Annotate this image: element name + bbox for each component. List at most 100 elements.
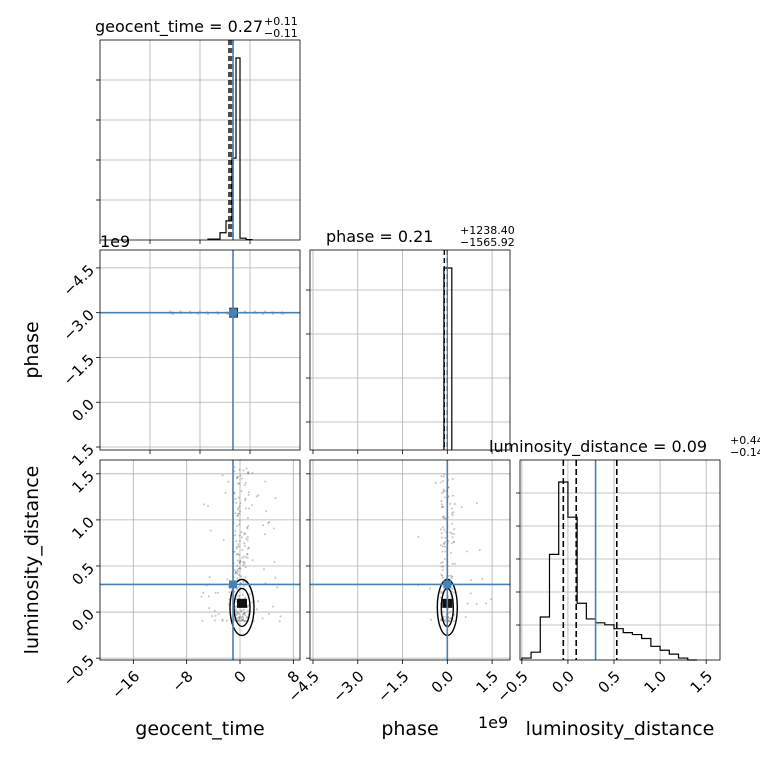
scatter-ld-vs-phase-point [440, 565, 443, 568]
scatter-ld-vs-phase-point [443, 517, 446, 520]
scatter-ld-vs-geocent-time-point [238, 617, 241, 620]
scatter-ld-vs-phase-point [453, 591, 456, 594]
scatter-ld-vs-geocent-time-point [237, 545, 240, 548]
scatter-ld-vs-geocent-time-point [261, 617, 264, 620]
scatter-ld-vs-geocent-time-point [239, 502, 242, 505]
scatter-ld-vs-geocent-time-contour-outer [229, 578, 255, 637]
scatter-ld-vs-geocent-time-frame [99, 459, 301, 661]
scatter-ld-vs-phase-point [439, 596, 442, 599]
scatter-ld-vs-geocent-time-point [235, 608, 238, 611]
scatter-phase-vs-geocent-time-point [169, 310, 171, 313]
scatter-ld-vs-geocent-time-point [234, 571, 237, 574]
scatter-ld-vs-phase-point [465, 550, 468, 553]
scatter-ld-vs-phase-point [449, 610, 452, 613]
scatter-ld-vs-phase-point [452, 540, 455, 543]
xlabel-luminosity-distance: luminosity_distance [526, 718, 715, 740]
scatter-ld-vs-geocent-time-point [241, 615, 244, 618]
scatter-ld-vs-geocent-time-point [240, 616, 243, 619]
scatter-ld-vs-geocent-time-point [239, 560, 242, 563]
scatter-ld-vs-geocent-time-point [247, 524, 250, 527]
scatter-ld-vs-geocent-time-point [237, 508, 240, 511]
scatter-ld-vs-phase-point [441, 526, 444, 529]
hist-geocent-time [100, 40, 300, 240]
scatter-ld-vs-geocent-time-point [234, 534, 237, 537]
title-phase-sub: −1565.92 [460, 236, 515, 249]
scatter-ld-vs-phase-point [475, 603, 478, 606]
scatter-ld-vs-phase-point [417, 535, 420, 538]
scatter-ld-vs-geocent-time-point [244, 566, 247, 569]
scatter-ld-vs-geocent-time-point [238, 573, 241, 576]
scatter-phase-vs-geocent-time-point [172, 313, 174, 315]
scatter-ld-vs-phase-point [449, 552, 452, 555]
title-geocent-time-sub: −0.11 [264, 27, 298, 40]
xlabel-phase: phase [381, 718, 438, 740]
scatter-ld-vs-phase-point [453, 533, 456, 536]
offset-label-phase-x: 1e9 [478, 713, 508, 732]
scatter-ld-vs-geocent-time-point [240, 531, 243, 534]
scatter-ld-vs-geocent-time-point [247, 491, 250, 494]
scatter-ld-vs-phase-point [440, 475, 443, 478]
scatter-ld-vs-geocent-time-contour-inner [233, 587, 251, 628]
scatter-ld-vs-phase-point [439, 528, 442, 531]
ytick-label-phase: −3.0 [60, 306, 98, 344]
scatter-ld-vs-phase-point [485, 602, 488, 605]
scatter-ld-vs-geocent-time-point [237, 586, 240, 589]
scatter-ld-vs-geocent-time-point [242, 613, 245, 616]
scatter-ld-vs-geocent-time-point [237, 619, 240, 622]
scatter-ld-vs-phase-point [453, 540, 456, 543]
scatter-ld-vs-geocent-time-point [234, 572, 237, 575]
scatter-ld-vs-phase-point [440, 562, 443, 565]
scatter-ld-vs-phase-point [443, 473, 446, 476]
scatter-ld-vs-geocent-time-point [233, 550, 236, 553]
scatter-ld-vs-phase-point [442, 610, 445, 613]
ylabel-phase: phase [21, 321, 43, 378]
scatter-ld-vs-phase-point [449, 502, 452, 505]
scatter-ld-vs-geocent-time-point [226, 578, 229, 581]
scatter-ld-vs-phase-point [451, 477, 454, 480]
scatter-ld-vs-geocent-time [100, 460, 300, 660]
scatter-ld-vs-geocent-time-point [221, 619, 224, 622]
scatter-phase-vs-geocent-time [100, 250, 300, 450]
scatter-ld-vs-phase-point [442, 615, 445, 618]
scatter-ld-vs-geocent-time-point [245, 616, 248, 619]
scatter-ld-vs-geocent-time-point [221, 474, 224, 477]
scatter-ld-vs-geocent-time-point [272, 527, 275, 530]
scatter-ld-vs-phase-point [453, 613, 456, 616]
ytick-label-luminosity-distance: −0.5 [60, 651, 98, 689]
scatter-ld-vs-geocent-time-point [234, 512, 237, 515]
title-geocent-time-sup: +0.11 [264, 15, 298, 28]
scatter-ld-vs-geocent-time-point [243, 533, 246, 536]
scatter-ld-vs-geocent-time-point [255, 608, 258, 611]
scatter-ld-vs-geocent-time-point [242, 469, 245, 472]
scatter-ld-vs-geocent-time-bg [100, 460, 300, 660]
scatter-ld-vs-geocent-time-point [202, 591, 205, 594]
scatter-ld-vs-geocent-time-point [235, 553, 238, 556]
scatter-ld-vs-phase-point [452, 511, 455, 514]
scatter-ld-vs-geocent-time-point [236, 514, 239, 517]
scatter-ld-vs-phase-frame [309, 459, 511, 661]
scatter-ld-vs-geocent-time-point [233, 470, 236, 473]
scatter-ld-vs-phase-point [448, 620, 451, 623]
scatter-ld-vs-geocent-time-point [278, 620, 281, 623]
scatter-ld-vs-geocent-time-point [236, 611, 239, 614]
scatter-ld-vs-geocent-time-point [236, 588, 239, 591]
scatter-ld-vs-geocent-time-core [237, 598, 247, 608]
scatter-ld-vs-geocent-time-point [245, 507, 248, 510]
scatter-ld-vs-geocent-time-point [238, 504, 241, 507]
scatter-ld-vs-geocent-time-point [236, 572, 239, 575]
title-luminosity-distance: luminosity_distance = 0.09 [489, 437, 707, 457]
scatter-phase-vs-geocent-time-point [282, 313, 284, 315]
scatter-ld-vs-geocent-time-point [207, 595, 210, 598]
scatter-ld-vs-geocent-time-point [267, 613, 270, 616]
xtick-label-luminosity-distance: 1.0 [641, 667, 671, 697]
scatter-ld-vs-geocent-time-point [239, 474, 242, 477]
scatter-ld-vs-geocent-time-point [236, 569, 239, 572]
scatter-ld-vs-phase-point [451, 562, 454, 565]
scatter-ld-vs-phase-point [443, 528, 446, 531]
scatter-ld-vs-phase-point [442, 475, 445, 478]
scatter-ld-vs-phase-point [441, 550, 444, 553]
scatter-ld-vs-phase-point [440, 481, 443, 484]
scatter-ld-vs-geocent-time-point [238, 510, 241, 513]
scatter-ld-vs-geocent-time-point [234, 498, 237, 501]
ytick-label-phase: −4.5 [60, 261, 98, 299]
